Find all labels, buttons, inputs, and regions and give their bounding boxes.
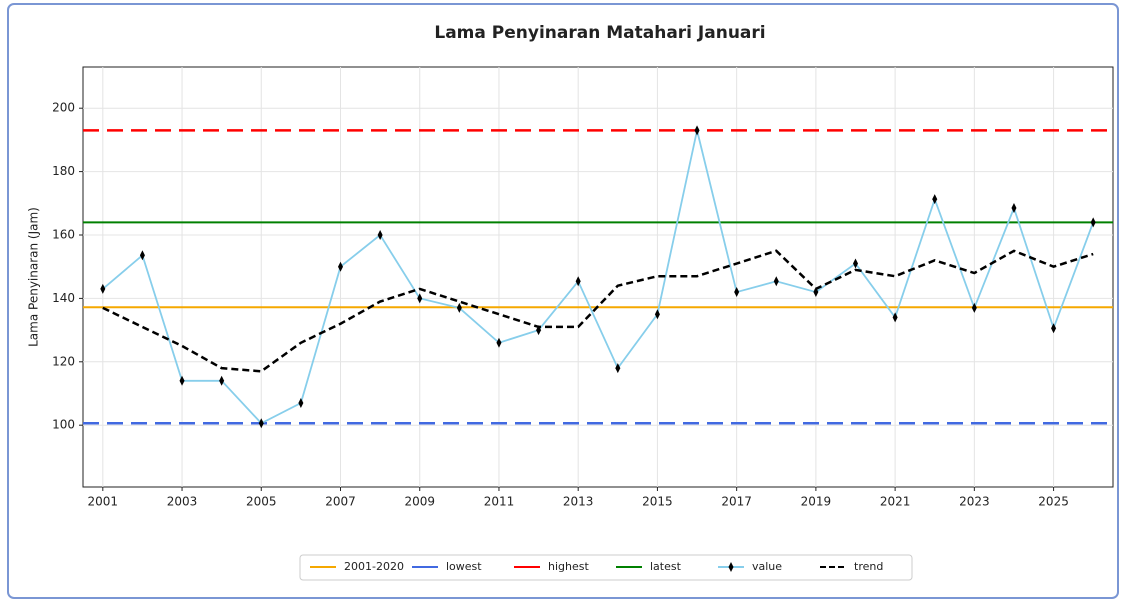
marker [892,312,898,323]
x-tick-label: 2007 [325,495,356,509]
marker [100,283,106,294]
marker [456,302,462,313]
legend [299,554,913,581]
x-tick-label: 2017 [721,495,752,509]
x-tick-label: 2013 [563,495,594,509]
legend-label: trend [854,560,883,573]
marker [377,230,383,240]
legend-label: latest [650,560,682,573]
marker [417,293,423,304]
y-tick-label: 160 [52,228,75,242]
marker [338,261,343,272]
y-tick-label: 100 [52,418,75,432]
marker [694,125,700,136]
x-tick-label: 2005 [246,495,277,509]
marker [773,276,779,287]
legend-label: lowest [446,560,482,573]
x-tick-label: 2015 [642,495,673,509]
x-tick-label: 2019 [801,495,832,509]
marker [1090,217,1096,228]
marker [1011,203,1017,214]
marker [219,375,225,386]
series-line [102,249,1094,373]
x-tick-label: 2003 [167,495,198,509]
x-tick-label: 2021 [880,495,911,509]
marker [971,302,977,313]
legend-label: 2001-2020 [344,560,404,573]
y-tick-label: 120 [52,354,75,368]
marker [575,276,581,287]
y-axis-label: Lama Penyinaran (Jam) [27,207,41,347]
y-tick-label: 180 [52,164,75,178]
marker [615,363,621,374]
y-tick-label: 200 [52,101,75,115]
marker [932,194,938,205]
marker [1051,323,1057,334]
marker [298,398,304,408]
marker [139,250,145,261]
legend-label: highest [548,560,589,573]
marker [179,375,185,386]
marker [496,337,502,348]
marker [654,309,660,320]
marker [853,258,858,269]
legend-marker [728,562,734,572]
x-tick-label: 2011 [484,495,515,509]
x-tick-label: 2001 [88,495,119,509]
y-tick-label: 140 [52,291,75,305]
x-tick-label: 2025 [1038,495,1069,509]
x-tick-label: 2009 [404,495,435,509]
x-tick-label: 2023 [959,495,990,509]
legend-label: value [752,560,782,573]
marker [258,418,264,429]
marker [734,287,740,298]
chart-title: Lama Penyinaran Matahari Januari [434,23,765,43]
series-line [102,130,1095,425]
